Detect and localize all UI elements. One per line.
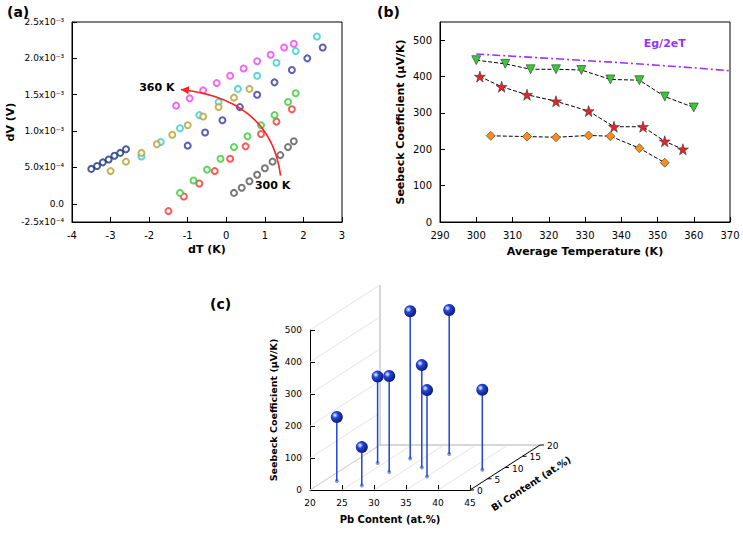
svg-text:-1: -1 (183, 230, 193, 241)
svg-text:3: 3 (339, 230, 345, 241)
svg-text:1.5x10⁻³: 1.5x10⁻³ (25, 90, 65, 100)
svg-text:1: 1 (262, 230, 268, 241)
svg-text:350: 350 (648, 230, 667, 241)
svg-text:370: 370 (720, 230, 739, 241)
svg-text:(c): (c) (210, 296, 231, 312)
svg-text:5: 5 (495, 475, 501, 485)
svg-text:0: 0 (477, 486, 483, 496)
svg-text:Average Temperature (K): Average Temperature (K) (507, 245, 663, 258)
svg-text:500: 500 (285, 325, 302, 335)
svg-text:15: 15 (530, 452, 541, 462)
svg-text:(a): (a) (7, 4, 29, 20)
svg-text:Eg/2eT: Eg/2eT (644, 37, 687, 50)
svg-text:360: 360 (684, 230, 703, 241)
svg-text:300: 300 (285, 389, 302, 399)
svg-text:500: 500 (413, 35, 432, 46)
svg-text:320: 320 (539, 230, 558, 241)
svg-text:2: 2 (300, 230, 306, 241)
svg-text:-2: -2 (144, 230, 154, 241)
svg-text:(b): (b) (377, 4, 400, 20)
svg-text:0.0: 0.0 (50, 199, 65, 209)
svg-text:20: 20 (547, 441, 559, 451)
svg-text:0: 0 (426, 217, 432, 228)
svg-text:330: 330 (575, 230, 594, 241)
svg-text:2.5x10⁻³: 2.5x10⁻³ (25, 17, 65, 27)
svg-text:30: 30 (368, 498, 380, 508)
svg-text:100: 100 (285, 453, 302, 463)
svg-text:0: 0 (296, 485, 302, 495)
svg-text:Seebeck Coefficient (μV/K): Seebeck Coefficient (μV/K) (394, 39, 407, 204)
svg-text:340: 340 (612, 230, 631, 241)
svg-text:Seebeck Coefficient (μV/K): Seebeck Coefficient (μV/K) (268, 339, 279, 482)
svg-text:300 K: 300 K (255, 179, 291, 192)
svg-text:dV (V): dV (V) (4, 103, 17, 142)
svg-text:1.0x10⁻³: 1.0x10⁻³ (25, 126, 65, 136)
svg-text:200: 200 (285, 421, 302, 431)
svg-text:40: 40 (432, 498, 444, 508)
svg-text:300: 300 (413, 107, 432, 118)
svg-text:-2.5x10⁻⁴: -2.5x10⁻⁴ (21, 217, 64, 227)
svg-text:290: 290 (430, 230, 449, 241)
svg-text:10: 10 (512, 464, 524, 474)
svg-text:200: 200 (413, 144, 432, 155)
svg-text:20: 20 (304, 498, 316, 508)
svg-text:25: 25 (336, 498, 347, 508)
svg-text:Bi Content (at.%): Bi Content (at.%) (489, 454, 573, 513)
svg-text:400: 400 (285, 357, 302, 367)
svg-text:45: 45 (464, 498, 475, 508)
svg-text:100: 100 (413, 180, 432, 191)
svg-text:5.0x10⁻⁴: 5.0x10⁻⁴ (25, 162, 65, 172)
svg-text:400: 400 (413, 71, 432, 82)
svg-text:Pb Content (at.%): Pb Content (at.%) (340, 514, 441, 525)
svg-text:dT (K): dT (K) (188, 243, 226, 256)
svg-text:35: 35 (400, 498, 411, 508)
svg-text:360 K: 360 K (139, 81, 175, 94)
svg-text:300: 300 (467, 230, 486, 241)
svg-text:2.0x10⁻³: 2.0x10⁻³ (25, 53, 65, 63)
svg-text:-4: -4 (67, 230, 77, 241)
svg-text:-3: -3 (106, 230, 116, 241)
svg-text:0: 0 (223, 230, 229, 241)
svg-text:310: 310 (503, 230, 522, 241)
